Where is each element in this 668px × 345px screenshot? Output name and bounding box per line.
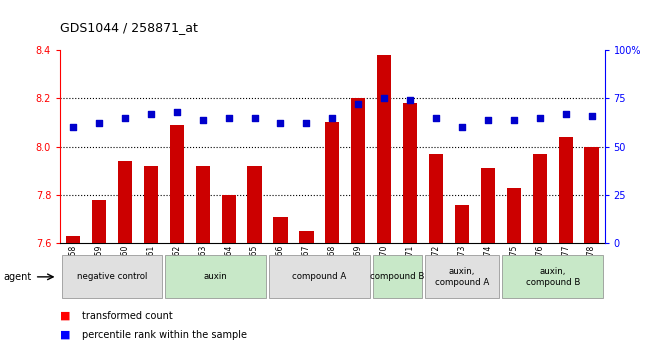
Bar: [377, 55, 391, 243]
Point: [223, 115, 234, 120]
Text: ■: ■: [60, 330, 71, 339]
Bar: [558, 137, 572, 243]
Bar: [299, 231, 313, 243]
Point: [379, 96, 389, 101]
Point: [172, 109, 182, 115]
Text: auxin: auxin: [204, 272, 228, 282]
Point: [120, 115, 130, 120]
Text: transformed count: transformed count: [82, 311, 173, 321]
Point: [534, 115, 545, 120]
Bar: [144, 166, 158, 243]
Point: [587, 113, 597, 118]
Point: [482, 117, 493, 122]
Text: compound B: compound B: [370, 272, 424, 282]
Point: [146, 111, 156, 117]
Bar: [247, 166, 262, 243]
Point: [431, 115, 442, 120]
Text: auxin,
compound A: auxin, compound A: [435, 267, 489, 287]
Point: [405, 98, 415, 103]
Point: [249, 115, 260, 120]
Bar: [273, 217, 288, 243]
Point: [508, 117, 519, 122]
Bar: [61, 255, 162, 298]
Point: [560, 111, 571, 117]
Bar: [170, 125, 184, 243]
Bar: [66, 236, 80, 243]
Text: compound A: compound A: [292, 272, 347, 282]
Point: [275, 121, 286, 126]
Point: [67, 125, 78, 130]
Point: [94, 121, 104, 126]
Bar: [166, 255, 266, 298]
Text: agent: agent: [3, 272, 31, 282]
Text: auxin,
compound B: auxin, compound B: [526, 267, 580, 287]
Bar: [222, 195, 236, 243]
Point: [197, 117, 208, 122]
Bar: [325, 122, 339, 243]
Bar: [351, 98, 365, 243]
Text: percentile rank within the sample: percentile rank within the sample: [82, 330, 247, 339]
Point: [353, 101, 363, 107]
Point: [327, 115, 337, 120]
Point: [301, 121, 312, 126]
Bar: [455, 205, 469, 243]
Bar: [403, 103, 418, 243]
Text: ■: ■: [60, 311, 71, 321]
Bar: [532, 154, 547, 243]
Bar: [506, 188, 521, 243]
Bar: [92, 200, 106, 243]
Bar: [425, 255, 499, 298]
Bar: [481, 168, 495, 243]
Bar: [196, 166, 210, 243]
Text: GDS1044 / 258871_at: GDS1044 / 258871_at: [60, 21, 198, 34]
Point: [457, 125, 468, 130]
Bar: [269, 255, 369, 298]
Text: negative control: negative control: [77, 272, 147, 282]
Bar: [502, 255, 603, 298]
Bar: [584, 147, 599, 243]
Bar: [429, 154, 443, 243]
Bar: [373, 255, 422, 298]
Bar: [118, 161, 132, 243]
